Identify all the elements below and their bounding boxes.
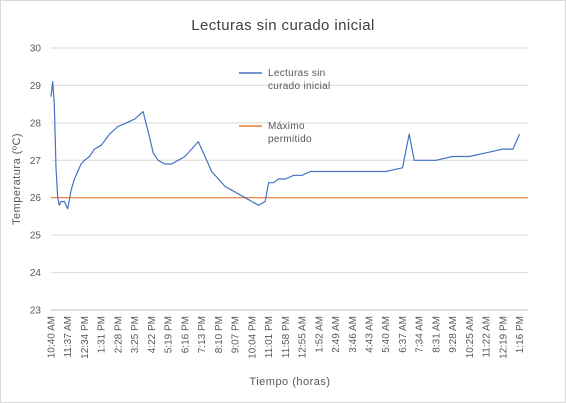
legend-label: Lecturas sin [268, 68, 326, 79]
legend-label: curado inicial [268, 81, 331, 92]
x-tick-label: 11:01 PM [264, 316, 275, 358]
y-tick-label: 29 [30, 81, 42, 92]
x-tick-label: 9:07 PM [231, 316, 242, 353]
legend: Lecturas sin curado inicial Máximo permitid… [239, 68, 331, 145]
x-tick-label: 1:52 AM [314, 316, 325, 353]
x-tick-label: 3:46 AM [348, 316, 359, 353]
y-tick-label: 27 [30, 156, 42, 167]
series-line [50, 81, 521, 210]
x-tick-label: 12:19 PM [498, 316, 509, 359]
y-tick-label: 23 [30, 306, 42, 317]
x-tick-label: 2:28 PM [113, 316, 124, 353]
y-tick-label: 24 [30, 268, 42, 279]
gridlines [51, 47, 528, 311]
x-tick-label: 4:22 PM [147, 316, 158, 353]
x-tick-label: 3:25 PM [130, 316, 141, 353]
x-tick-label: 5:40 AM [381, 316, 392, 353]
series-lines [50, 81, 528, 210]
x-tick-label: 4:43 AM [365, 316, 376, 353]
y-axis-title: Temperatura (ºC) [11, 133, 23, 225]
x-tick-label: 11:37 AM [63, 316, 74, 358]
x-tick-label: 10:40 AM [47, 316, 58, 358]
x-tick-label: 8:10 PM [214, 316, 225, 353]
x-tick-label: 6:16 PM [180, 316, 191, 353]
legend-label: permitido [268, 134, 312, 145]
y-axis-ticks: 23 24 25 26 27 28 29 30 [30, 44, 42, 317]
y-tick-label: 30 [30, 44, 42, 55]
y-tick-label: 28 [30, 118, 42, 129]
x-tick-label: 10:04 PM [247, 316, 258, 359]
x-tick-label: 11:58 PM [281, 316, 292, 358]
x-tick-label: 5:19 PM [164, 316, 175, 353]
y-tick-label: 25 [30, 231, 42, 242]
x-tick-label: 10:25 AM [465, 316, 476, 358]
x-tick-label: 12:34 PM [80, 316, 91, 359]
x-tick-label: 9:28 AM [448, 316, 459, 353]
x-axis-title: Tiempo (horas) [249, 376, 330, 388]
x-tick-label: 1:16 PM [515, 316, 526, 353]
x-tick-label: 1:31 PM [97, 316, 108, 353]
y-tick-label: 26 [30, 193, 42, 204]
x-tick-label: 2:49 AM [331, 316, 342, 353]
chart-title: Lecturas sin curado inicial [191, 17, 374, 34]
x-tick-label: 8:31 AM [431, 316, 442, 353]
x-tick-label: 7:13 PM [197, 316, 208, 353]
x-tick-label: 12:55 AM [298, 316, 309, 358]
x-axis-ticks: 10:40 AM 11:37 AM 12:34 PM 1:31 PM 2:28 PM 3:… [47, 316, 527, 359]
x-tick-label: 7:34 AM [415, 316, 426, 353]
legend-label: Máximo [268, 121, 305, 132]
x-tick-label: 11:22 AM [482, 316, 493, 358]
x-tick-label: 6:37 AM [398, 316, 409, 353]
